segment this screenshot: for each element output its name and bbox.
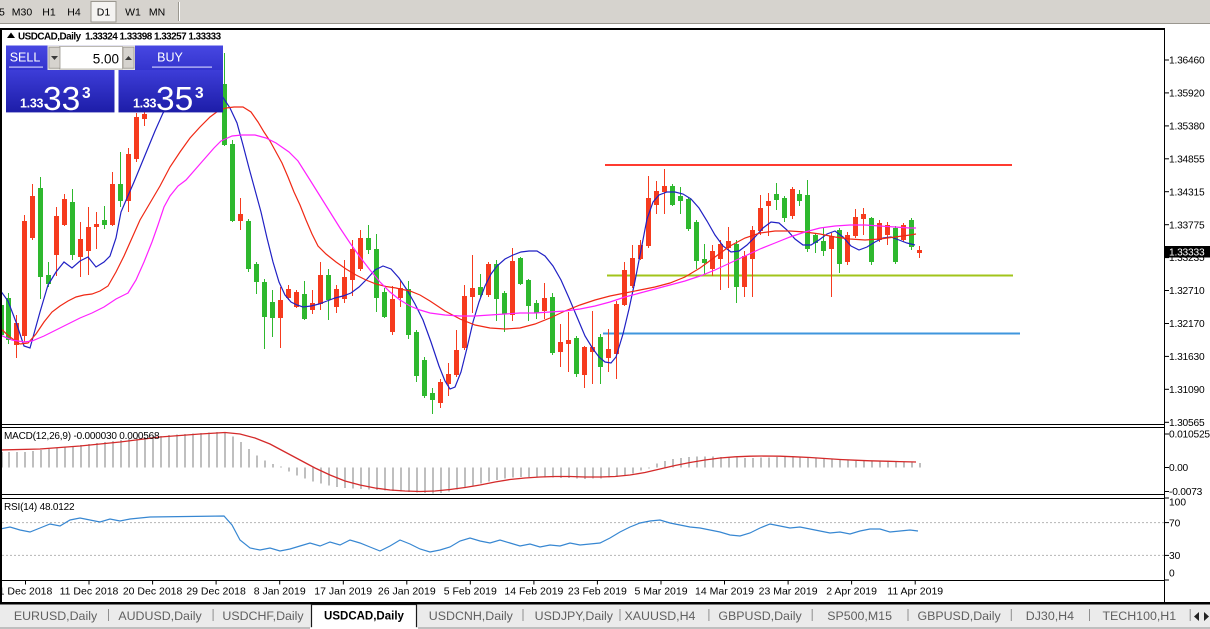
svg-text:M30: M30 xyxy=(12,7,33,19)
svg-text:11 Apr 2019: 11 Apr 2019 xyxy=(887,586,943,598)
svg-text:D1: D1 xyxy=(97,7,111,19)
svg-text:5.00: 5.00 xyxy=(93,52,119,67)
svg-text:3: 3 xyxy=(82,85,91,102)
svg-text:17 Jan 2019: 17 Jan 2019 xyxy=(314,586,372,598)
svg-text:1.32710: 1.32710 xyxy=(1169,286,1205,297)
svg-text:DJ30,H4: DJ30,H4 xyxy=(1026,609,1074,623)
svg-text:35: 35 xyxy=(156,81,193,118)
svg-text:AUDUSD,Daily: AUDUSD,Daily xyxy=(118,609,202,623)
svg-text:EURUSD,Daily: EURUSD,Daily xyxy=(14,609,98,623)
svg-text:1.35380: 1.35380 xyxy=(1169,122,1205,133)
svg-text:2 Apr 2019: 2 Apr 2019 xyxy=(826,586,877,598)
svg-text:29 Dec 2018: 29 Dec 2018 xyxy=(186,586,246,598)
svg-text:30: 30 xyxy=(1169,551,1181,562)
svg-text:0.00: 0.00 xyxy=(1169,463,1189,474)
svg-text:1.34315: 1.34315 xyxy=(1169,187,1205,198)
svg-text:23 Mar 2019: 23 Mar 2019 xyxy=(759,586,818,598)
svg-text:1.31090: 1.31090 xyxy=(1169,385,1205,396)
svg-text:1 Dec 2018: 1 Dec 2018 xyxy=(0,586,53,598)
svg-text:USDJPY,Daily: USDJPY,Daily xyxy=(535,609,614,623)
svg-text:TECH100,H1: TECH100,H1 xyxy=(1102,609,1176,623)
svg-text:W1: W1 xyxy=(125,7,141,19)
svg-text:20 Dec 2018: 20 Dec 2018 xyxy=(123,586,183,598)
svg-text:33: 33 xyxy=(43,81,80,118)
svg-text:1.31630: 1.31630 xyxy=(1169,352,1205,363)
svg-text:H4: H4 xyxy=(67,7,81,19)
svg-text:11 Dec 2018: 11 Dec 2018 xyxy=(60,586,119,598)
svg-text:USDCHF,Daily: USDCHF,Daily xyxy=(222,609,304,623)
svg-text:5: 5 xyxy=(0,7,5,19)
svg-text:1.33235: 1.33235 xyxy=(1169,253,1205,264)
svg-text:8 Jan 2019: 8 Jan 2019 xyxy=(254,586,306,598)
svg-text:1.36460: 1.36460 xyxy=(1169,56,1205,67)
svg-text:USDCAD,Daily: USDCAD,Daily xyxy=(324,611,404,623)
svg-text:1.33775: 1.33775 xyxy=(1169,220,1205,231)
svg-text:3: 3 xyxy=(195,85,204,102)
svg-text:SP500,M15: SP500,M15 xyxy=(827,609,892,623)
svg-text:1.33: 1.33 xyxy=(20,97,43,111)
svg-text:23 Feb 2019: 23 Feb 2019 xyxy=(568,586,627,598)
svg-text:1.30565: 1.30565 xyxy=(1169,418,1205,429)
svg-text:14 Mar 2019: 14 Mar 2019 xyxy=(695,586,754,598)
svg-text:26 Jan 2019: 26 Jan 2019 xyxy=(378,586,436,598)
svg-text:14 Feb 2019: 14 Feb 2019 xyxy=(504,586,563,598)
svg-text:H1: H1 xyxy=(42,7,56,19)
svg-text:0: 0 xyxy=(1169,569,1175,580)
svg-text:5 Feb 2019: 5 Feb 2019 xyxy=(444,586,497,598)
svg-text:1.32170: 1.32170 xyxy=(1169,319,1205,330)
svg-text:USDCAD,Daily 1.33324 1.33398: USDCAD,Daily 1.33324 1.33398 1.33257 1.3… xyxy=(18,32,222,43)
svg-text:MN: MN xyxy=(149,7,165,19)
svg-text:1.35920: 1.35920 xyxy=(1169,89,1205,100)
svg-text:0.010525: 0.010525 xyxy=(1169,430,1210,441)
svg-text:XAUUSD,H4: XAUUSD,H4 xyxy=(625,609,696,623)
svg-text:1.33: 1.33 xyxy=(133,97,156,111)
svg-text:5 Mar 2019: 5 Mar 2019 xyxy=(634,586,687,598)
svg-text:1.34855: 1.34855 xyxy=(1169,154,1205,165)
svg-text:1.33333: 1.33333 xyxy=(1169,247,1205,258)
svg-text:MACD(12,26,9) -0.000030 0.0005: MACD(12,26,9) -0.000030 0.000568 xyxy=(4,431,160,442)
svg-text:USDCNH,Daily: USDCNH,Daily xyxy=(429,609,514,623)
svg-text:GBPUSD,Daily: GBPUSD,Daily xyxy=(718,609,802,623)
svg-text:GBPUSD,Daily: GBPUSD,Daily xyxy=(917,609,1001,623)
svg-text:-0.0073: -0.0073 xyxy=(1169,487,1203,498)
svg-text:RSI(14) 48.0122: RSI(14) 48.0122 xyxy=(4,502,75,513)
svg-text:70: 70 xyxy=(1169,518,1181,529)
svg-text:BUY: BUY xyxy=(157,51,183,65)
svg-text:SELL: SELL xyxy=(10,51,41,65)
svg-text:100: 100 xyxy=(1169,498,1186,509)
